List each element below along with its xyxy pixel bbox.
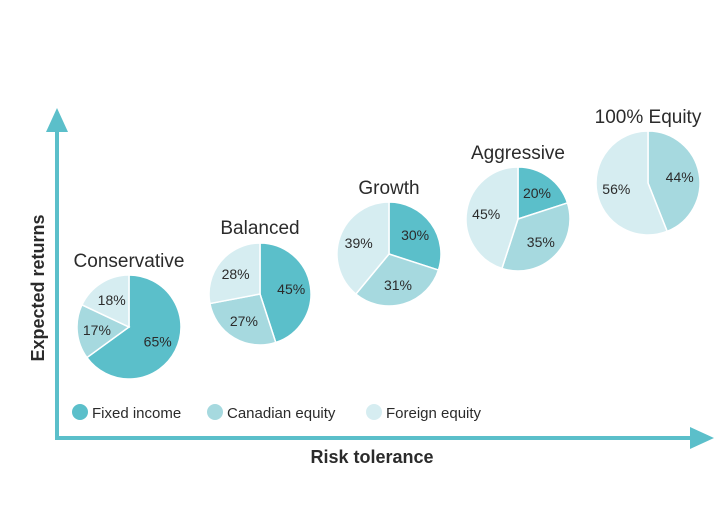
slice-label-conservative-canadian-equity: 17% bbox=[83, 322, 111, 338]
slice-label-conservative-foreign-equity: 18% bbox=[98, 292, 126, 308]
slice-label-aggressive-foreign-equity: 45% bbox=[472, 206, 500, 222]
slice-label-balanced-canadian-equity: 27% bbox=[230, 313, 258, 329]
portfolio-title-balanced: Balanced bbox=[220, 218, 299, 239]
legend-label-fixed-income: Fixed income bbox=[92, 405, 181, 422]
slice-conservative-canadian-equity bbox=[76, 303, 131, 359]
slice-growth-canadian-equity bbox=[354, 253, 440, 307]
slice-label-100pct-equity-canadian-equity: 44% bbox=[666, 169, 694, 185]
pie-conservative: 65% 17% 18% Conservative bbox=[74, 251, 185, 380]
legend-swatch-canadian-equity bbox=[207, 404, 223, 420]
slice-balanced-fixed-income bbox=[259, 242, 312, 344]
portfolio-title-aggressive: Aggressive bbox=[471, 143, 565, 164]
legend-label-foreign-equity: Foreign equity bbox=[386, 405, 482, 422]
pie-group: 65% 17% 18% Conservative 45% 27% 28% Balanced 30… bbox=[74, 107, 702, 380]
slice-label-100pct-equity-foreign-equity: 56% bbox=[602, 181, 630, 197]
slice-balanced-foreign-equity bbox=[208, 242, 261, 305]
slice-growth-foreign-equity bbox=[336, 201, 390, 296]
portfolio-title-conservative: Conservative bbox=[74, 251, 185, 272]
legend-label-canadian-equity: Canadian equity bbox=[227, 405, 336, 422]
slice-label-conservative-fixed-income: 65% bbox=[144, 334, 172, 350]
pie-100pct-equity: 44% 56% 100% Equity bbox=[595, 107, 702, 236]
y-axis-title: Expected returns bbox=[28, 214, 48, 361]
slice-label-balanced-fixed-income: 45% bbox=[277, 281, 305, 297]
x-axis-title: Risk tolerance bbox=[310, 447, 433, 467]
slice-aggressive-foreign-equity bbox=[465, 166, 519, 270]
legend-item-canadian-equity: Canadian equity bbox=[207, 404, 336, 422]
slice-label-aggressive-canadian-equity: 35% bbox=[527, 234, 555, 250]
slice-label-growth-fixed-income: 30% bbox=[401, 227, 429, 243]
slice-label-aggressive-fixed-income: 20% bbox=[523, 185, 551, 201]
slice-100pct-equity-canadian-equity bbox=[647, 130, 701, 233]
slice-growth-fixed-income bbox=[388, 201, 442, 272]
legend-swatch-fixed-income bbox=[72, 404, 88, 420]
pie-aggressive: 20% 35% 45% Aggressive bbox=[465, 143, 571, 272]
pie-balanced: 45% 27% 28% Balanced bbox=[208, 218, 312, 346]
slice-label-growth-foreign-equity: 39% bbox=[345, 235, 373, 251]
legend-item-fixed-income: Fixed income bbox=[72, 404, 181, 422]
x-axis-arrow-icon bbox=[690, 427, 714, 449]
slice-label-growth-canadian-equity: 31% bbox=[384, 277, 412, 293]
legend-swatch-foreign-equity bbox=[366, 404, 382, 420]
legend-item-foreign-equity: Foreign equity bbox=[366, 404, 482, 422]
pie-growth: 30% 31% 39% Growth bbox=[336, 178, 442, 307]
legend: Fixed income Canadian equity Foreign equ… bbox=[72, 404, 482, 422]
y-axis-arrow-icon bbox=[46, 108, 68, 132]
slice-balanced-canadian-equity bbox=[209, 293, 277, 346]
portfolio-title-100pct-equity: 100% Equity bbox=[595, 107, 702, 128]
slice-label-balanced-foreign-equity: 28% bbox=[222, 266, 250, 282]
slice-conservative-foreign-equity bbox=[80, 274, 130, 329]
slice-aggressive-fixed-income bbox=[517, 166, 569, 221]
slice-conservative-fixed-income bbox=[85, 274, 182, 380]
slice-aggressive-canadian-equity bbox=[500, 201, 571, 272]
slice-100pct-equity-foreign-equity bbox=[595, 130, 669, 236]
portfolio-title-growth: Growth bbox=[358, 178, 419, 199]
